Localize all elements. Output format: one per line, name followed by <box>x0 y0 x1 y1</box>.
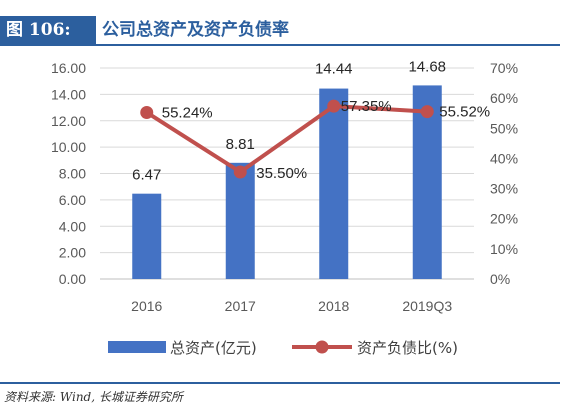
x-tick-label: 2019Q3 <box>402 298 452 314</box>
y-right-tick-label: 70% <box>490 60 518 76</box>
legend-label-bar: 总资产(亿元) <box>170 339 257 357</box>
bar <box>225 162 255 279</box>
bar-data-label: 6.47 <box>132 167 161 184</box>
line-data-label: 57.35% <box>341 98 392 115</box>
y-right-tick-label: 20% <box>490 211 518 227</box>
line-point <box>327 99 341 113</box>
legend-label-line: 资产负债比(%) <box>357 339 458 357</box>
y-right-tick-label: 10% <box>490 241 518 257</box>
y-right-tick-label: 0% <box>490 271 510 287</box>
y-left-tick-label: 10.00 <box>51 139 86 155</box>
line-point <box>140 105 154 119</box>
x-tick-label: 2016 <box>131 298 162 314</box>
bar <box>319 88 349 279</box>
bar <box>132 193 162 279</box>
y-left-tick-label: 2.00 <box>59 245 86 261</box>
y-left-tick-label: 16.00 <box>51 60 86 76</box>
line-data-label: 55.52% <box>439 104 490 121</box>
line-data-label: 35.50% <box>256 165 307 182</box>
chart: 0.00 2.00 4.00 6.00 8.00 10.00 12.00 14.00 16.00… <box>51 58 518 357</box>
y-right-tick-label: 40% <box>490 150 518 166</box>
line-point <box>233 165 247 179</box>
y-left-tick-label: 8.00 <box>59 166 86 182</box>
bar-data-label: 8.81 <box>226 136 255 153</box>
y-left-tick-label: 0.00 <box>59 271 86 287</box>
figure-title-bar: 图 106: 公司总资产及资产负债率 <box>0 16 560 46</box>
y-left-tick-label: 4.00 <box>59 218 86 234</box>
y-left-tick-label: 6.00 <box>59 192 86 208</box>
figure-title: 公司总资产及资产负债率 <box>102 20 289 40</box>
y-left-tick-label: 12.00 <box>51 113 86 129</box>
legend-marker-line <box>315 340 329 354</box>
y-right-tick-label: 50% <box>490 120 518 136</box>
bar-data-label: 14.44 <box>315 61 353 78</box>
line-series <box>145 104 428 174</box>
y-right-tick-label: 30% <box>490 181 518 197</box>
source-note: 资料来源: Wind, 长城证券研究所 <box>0 382 560 412</box>
figure-number: 图 106: <box>0 16 96 44</box>
x-tick-label: 2017 <box>225 298 256 314</box>
legend-swatch-bar <box>108 341 166 353</box>
y-right-tick-label: 60% <box>490 90 518 106</box>
bar-data-label: 14.68 <box>408 58 446 75</box>
y-left-tick-label: 14.00 <box>51 86 86 102</box>
line-point <box>420 105 434 119</box>
line-data-label: 55.24% <box>162 104 213 121</box>
x-tick-label: 2018 <box>318 298 349 314</box>
